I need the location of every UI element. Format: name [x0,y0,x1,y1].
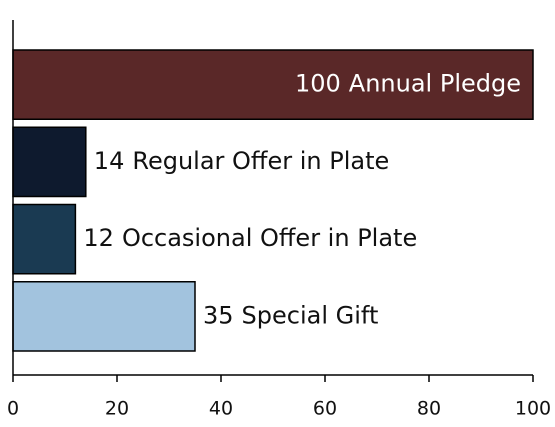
bar-label: 100 Annual Pledge [295,70,521,98]
x-tick-label: 40 [209,398,233,420]
x-tick-label: 60 [313,398,337,420]
x-tick-label: 20 [105,398,129,420]
bar-value: 100 [295,70,341,98]
bar [12,126,87,198]
bar-value: 14 [94,147,125,175]
x-tick-label: 0 [7,398,19,420]
bar-category: Annual Pledge [349,70,521,98]
bar-label: 12 Occasional Offer in Plate [83,224,417,252]
bar-value: 35 [203,301,234,329]
bar [12,49,534,120]
bar [12,281,196,352]
bar-category: Regular Offer in Plate [132,147,389,175]
bar [12,203,77,275]
x-tick-label: 100 [515,398,551,420]
bar-label: 14 Regular Offer in Plate [94,147,389,175]
bar-category: Special Gift [242,301,379,329]
bar-category: Occasional Offer in Plate [122,224,417,252]
bar-label: 35 Special Gift [203,301,378,329]
bar-value: 12 [83,224,114,252]
x-tick-label: 80 [417,398,441,420]
